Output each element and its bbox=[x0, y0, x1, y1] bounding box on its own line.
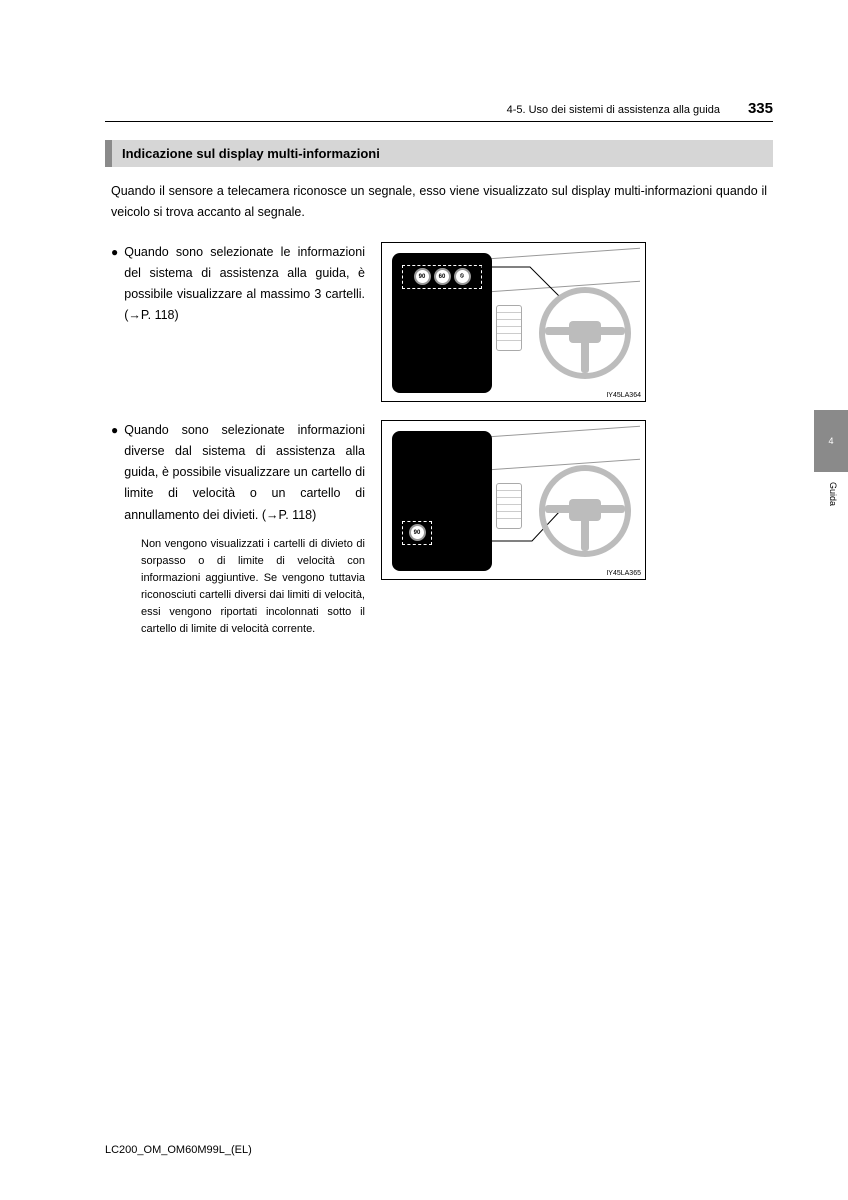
bullet-row: ● Quando sono selezionate le informazion… bbox=[111, 242, 365, 327]
figure-dashboard: 90 IY45LA365 bbox=[381, 420, 646, 580]
figure-dashboard: 90 60 ⦸ IY45LA364 bbox=[381, 242, 646, 402]
bullet-icon: ● bbox=[111, 242, 118, 262]
footer-code: LC200_OM_OM60M99L_(EL) bbox=[105, 1144, 252, 1156]
figure-code: IY45LA364 bbox=[606, 392, 641, 399]
chapter-label: Guida bbox=[828, 482, 838, 506]
list-item: ● Quando sono selezionate informazioni d… bbox=[105, 420, 773, 639]
item-text-column: ● Quando sono selezionate informazioni d… bbox=[105, 420, 365, 639]
item-note: Non vengono visualizzati i cartelli di d… bbox=[111, 536, 365, 638]
section-label: 4-5. Uso dei sistemi di assistenza alla … bbox=[507, 104, 720, 116]
item-text: Quando sono selezionate le informazioni … bbox=[124, 242, 365, 327]
bullet-icon: ● bbox=[111, 420, 118, 440]
steering-wheel-icon bbox=[539, 465, 631, 557]
bullet-row: ● Quando sono selezionate informazioni d… bbox=[111, 420, 365, 526]
steering-wheel-icon bbox=[539, 287, 631, 379]
figure-code: IY45LA365 bbox=[606, 570, 641, 577]
chapter-number: 4 bbox=[828, 436, 833, 446]
intro-text: Quando il sensore a telecamera riconosce… bbox=[105, 181, 773, 224]
page: 4-5. Uso dei sistemi di assistenza alla … bbox=[0, 0, 848, 1200]
subheading: Indicazione sul display multi-informazio… bbox=[105, 140, 773, 167]
item-text-column: ● Quando sono selezionate le informazion… bbox=[105, 242, 365, 327]
page-number: 335 bbox=[748, 100, 773, 117]
list-item: ● Quando sono selezionate le informazion… bbox=[105, 242, 773, 402]
item-text: Quando sono selezionate informazioni div… bbox=[124, 420, 365, 526]
chapter-tab: 4 bbox=[814, 410, 848, 472]
page-header: 4-5. Uso dei sistemi di assistenza alla … bbox=[105, 100, 773, 122]
